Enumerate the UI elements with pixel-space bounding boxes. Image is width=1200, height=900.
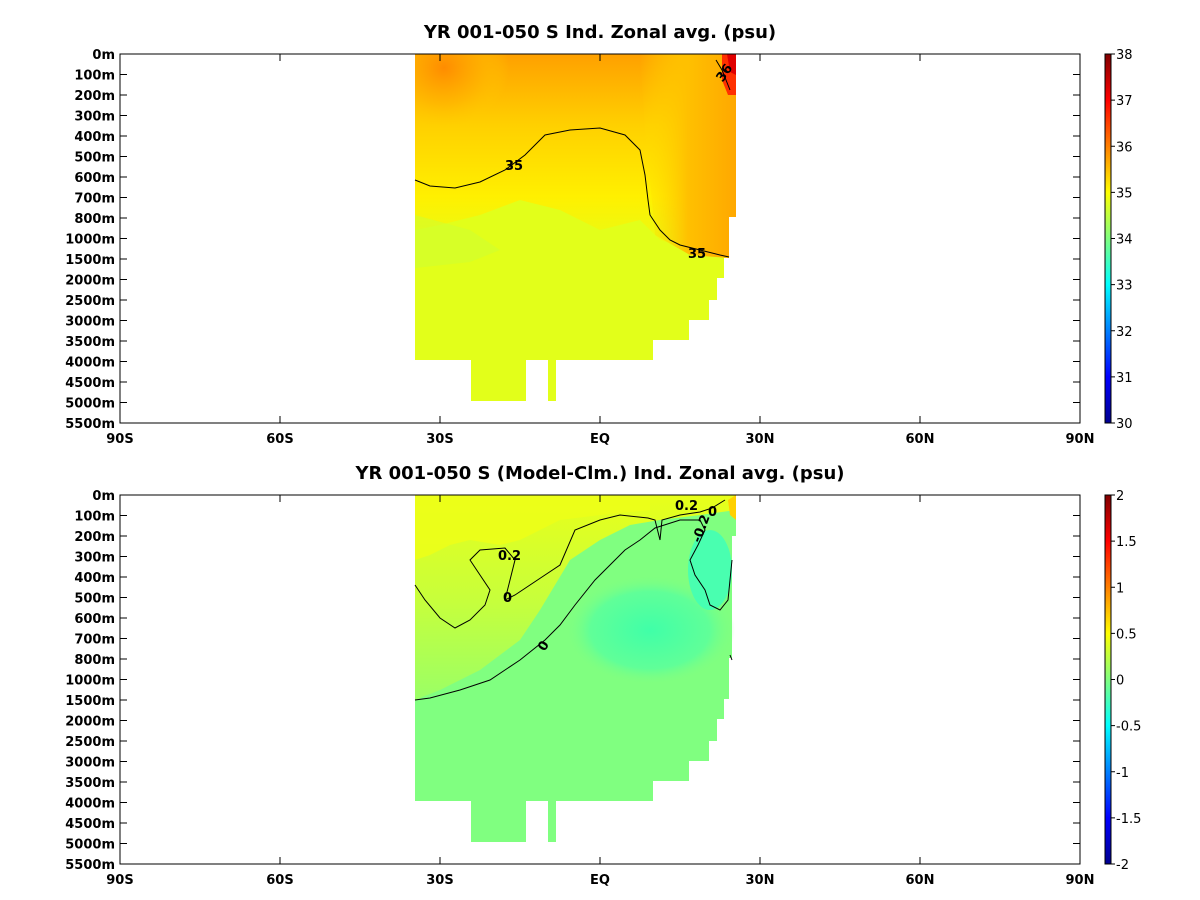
y-tick-label: 400m [74, 571, 115, 586]
anomaly-contours [414, 499, 733, 701]
colorbar-tick-label: -1 [1116, 766, 1129, 781]
x-tick-label: 90N [1066, 432, 1095, 447]
y-tick-label: 5500m [65, 858, 115, 873]
contour-label-0c: 0 [708, 505, 717, 520]
salinity-contours [414, 59, 731, 258]
y-axis-labels-bottom: 0m 100m 200m 300m 400m 500m 600m 700m 800m 1000m 1… [65, 489, 115, 873]
y-tick-label: 500m [74, 151, 115, 166]
y-tick-label: 5500m [65, 417, 115, 432]
y-tick-label: 600m [74, 612, 115, 627]
y-tick-label: 800m [74, 653, 115, 668]
y-tick-label: 5000m [65, 397, 115, 412]
y-tick-label: 3000m [65, 756, 115, 771]
colorbar-labels-top: 38 37 36 35 34 33 32 31 30 [1111, 48, 1133, 432]
x-tick-label: 30S [426, 873, 453, 888]
x-tick-label: 60N [906, 432, 935, 447]
y-tick-label: 4500m [65, 817, 115, 832]
colorbar-labels-bottom: 2 1.5 1 0.5 0 -0.5 -1 -1.5 -2 [1111, 489, 1141, 873]
panel-anomaly: 0.2 0 0 0.2 0 -0.2 0m100m200m300m400m500… [65, 489, 1141, 888]
colorbar-tick-label: 35 [1116, 186, 1133, 201]
x-tick-label: 30N [746, 432, 775, 447]
y-tick-label: 500m [74, 592, 115, 607]
y-tick-label: 200m [74, 530, 115, 545]
y-tick-label: 400m [74, 130, 115, 145]
x-tick-label: 90S [106, 432, 133, 447]
x-axis-labels-bottom: 90S 60S 30S EQ 30N 60N 90N [106, 873, 1094, 888]
x-tick-label: 90N [1066, 873, 1095, 888]
y-tick-label: 3000m [65, 315, 115, 330]
y-tick-label: 100m [74, 510, 115, 525]
y-tick-label: 1000m [65, 674, 115, 689]
y-tick-label: 2500m [65, 735, 115, 750]
x-tick-label: EQ [590, 432, 610, 447]
y-tick-label: 2500m [65, 294, 115, 309]
x-tick-label: 60N [906, 873, 935, 888]
y-tick-label: 300m [74, 551, 115, 566]
colorbar-tick-label: 1 [1116, 581, 1124, 596]
y-tick-label: 4000m [65, 356, 115, 371]
colorbar-tick-label: 32 [1116, 325, 1133, 340]
colorbar-tick-label: 37 [1116, 94, 1133, 109]
x-tick-label: EQ [590, 873, 610, 888]
y-tick-label: 300m [74, 110, 115, 125]
colorbar-salinity [1104, 53, 1112, 424]
x-tick-label: 30S [426, 432, 453, 447]
colorbar-anomaly [1104, 494, 1112, 865]
y-tick-label: 100m [74, 69, 115, 84]
y-tick-label: 5000m [65, 838, 115, 853]
contour-label-0b: 0 [503, 591, 512, 606]
anomaly-field [415, 495, 736, 842]
y-tick-label: 3500m [65, 776, 115, 791]
colorbar-tick-label: 1.5 [1116, 535, 1137, 550]
y-tick-label: 1500m [65, 253, 115, 268]
y-tick-label: 2000m [65, 274, 115, 289]
y-tick-label: 0m [92, 48, 115, 63]
contour-label-0.2a: 0.2 [498, 549, 521, 564]
colorbar-tick-label: 36 [1116, 140, 1133, 155]
y-tick-label: 0m [92, 489, 115, 504]
y-tick-label: 200m [74, 89, 115, 104]
y-tick-label: 4000m [65, 797, 115, 812]
colorbar-tick-label: 2 [1116, 489, 1124, 504]
y-tick-label: 800m [74, 212, 115, 227]
colorbar-tick-label: 34 [1116, 233, 1133, 248]
colorbar-tick-label: -0.5 [1116, 720, 1141, 735]
chart-title-anomaly: YR 001-050 S (Model-Clm.) Ind. Zonal avg… [355, 463, 845, 484]
contour-label-35b: 35 [688, 247, 706, 262]
colorbar-tick-label: 0 [1116, 674, 1124, 689]
contour-label-0.2b: 0.2 [675, 499, 698, 514]
y-tick-label: 600m [74, 171, 115, 186]
colorbar-tick-label: 31 [1116, 371, 1133, 386]
colorbar-tick-label: 33 [1116, 279, 1133, 294]
y-tick-label: 700m [74, 192, 115, 207]
colorbar-tick-label: -1.5 [1116, 812, 1141, 827]
y-tick-label: 1500m [65, 694, 115, 709]
contour-label-35a: 35 [505, 159, 523, 174]
colorbar-tick-label: 0.5 [1116, 627, 1137, 642]
y-tick-label: 2000m [65, 715, 115, 730]
chart-title-salinity: YR 001-050 S Ind. Zonal avg. (psu) [423, 22, 777, 43]
y-axis-labels-top: 0m 100m 200m 300m 400m 500m 600m 700m 800m 1000m 1… [65, 48, 115, 432]
x-axis-labels-top: 90S 60S 30S EQ 30N 60N 90N [106, 432, 1094, 447]
panel-salinity: 35 35 36 0m 100m 200m 300m 400m 500m 600m 700m 8… [65, 48, 1132, 447]
y-tick-label: 1000m [65, 233, 115, 248]
x-tick-label: 60S [266, 432, 293, 447]
x-tick-label: 60S [266, 873, 293, 888]
x-tick-label: 30N [746, 873, 775, 888]
colorbar-tick-label: -2 [1116, 858, 1129, 873]
y-tick-label: 4500m [65, 376, 115, 391]
colorbar-tick-label: 30 [1116, 417, 1133, 432]
x-tick-label: 90S [106, 873, 133, 888]
colorbar-tick-label: 38 [1116, 48, 1133, 63]
y-tick-label: 700m [74, 633, 115, 648]
y-tick-label: 3500m [65, 335, 115, 350]
